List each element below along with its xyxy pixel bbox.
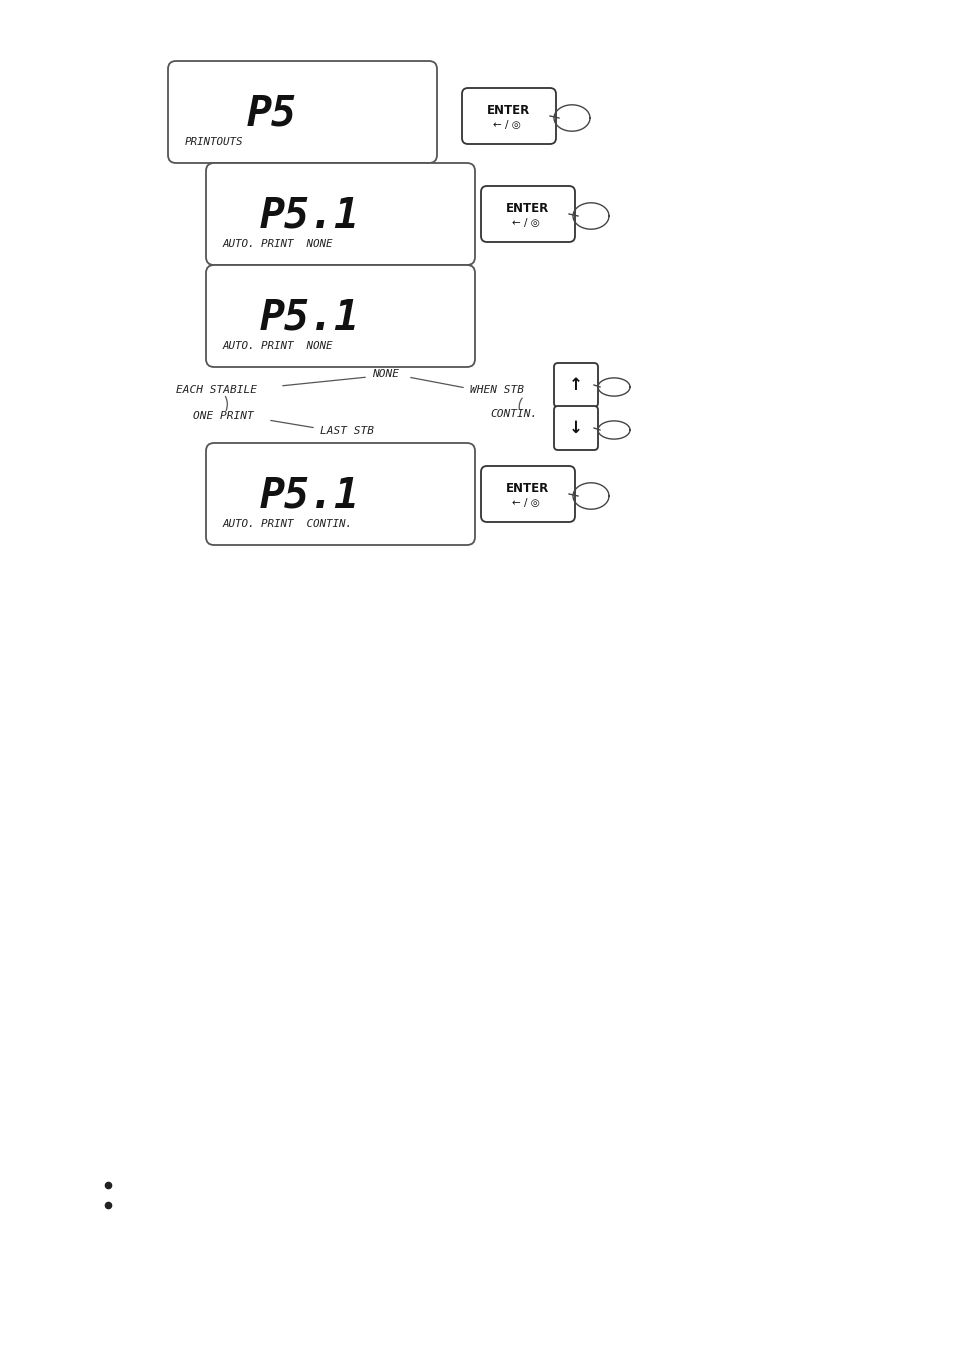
Text: LAST STB: LAST STB [319, 425, 374, 436]
FancyBboxPatch shape [480, 466, 575, 522]
Text: P5.1: P5.1 [259, 195, 359, 237]
Text: AUTO. PRINT  NONE: AUTO. PRINT NONE [223, 238, 334, 249]
Text: ONE PRINT: ONE PRINT [193, 411, 253, 421]
Text: ENTER: ENTER [506, 202, 549, 214]
Text: WHEN STB: WHEN STB [470, 385, 523, 396]
FancyBboxPatch shape [554, 363, 598, 406]
FancyBboxPatch shape [206, 163, 475, 266]
FancyBboxPatch shape [480, 186, 575, 243]
FancyBboxPatch shape [206, 266, 475, 367]
FancyBboxPatch shape [168, 61, 436, 163]
Text: ↓: ↓ [569, 419, 582, 438]
Text: EACH STABILE: EACH STABILE [175, 385, 256, 396]
Text: ← / ◎: ← / ◎ [512, 218, 539, 228]
Text: P5: P5 [247, 92, 296, 134]
Text: ENTER: ENTER [487, 103, 530, 117]
Text: PRINTOUTS: PRINTOUTS [185, 137, 243, 146]
FancyBboxPatch shape [461, 88, 556, 144]
Text: AUTO. PRINT  NONE: AUTO. PRINT NONE [223, 341, 334, 351]
Text: ↑: ↑ [569, 375, 582, 394]
Text: ENTER: ENTER [506, 481, 549, 495]
Text: P5.1: P5.1 [259, 474, 359, 516]
Text: ← / ◎: ← / ◎ [493, 121, 520, 130]
Text: P5.1: P5.1 [259, 297, 359, 339]
Text: CONTIN.: CONTIN. [490, 409, 537, 419]
Text: AUTO. PRINT  CONTIN.: AUTO. PRINT CONTIN. [223, 519, 353, 528]
FancyBboxPatch shape [206, 443, 475, 545]
Text: NONE: NONE [372, 369, 399, 379]
FancyBboxPatch shape [554, 406, 598, 450]
Text: ← / ◎: ← / ◎ [512, 499, 539, 508]
